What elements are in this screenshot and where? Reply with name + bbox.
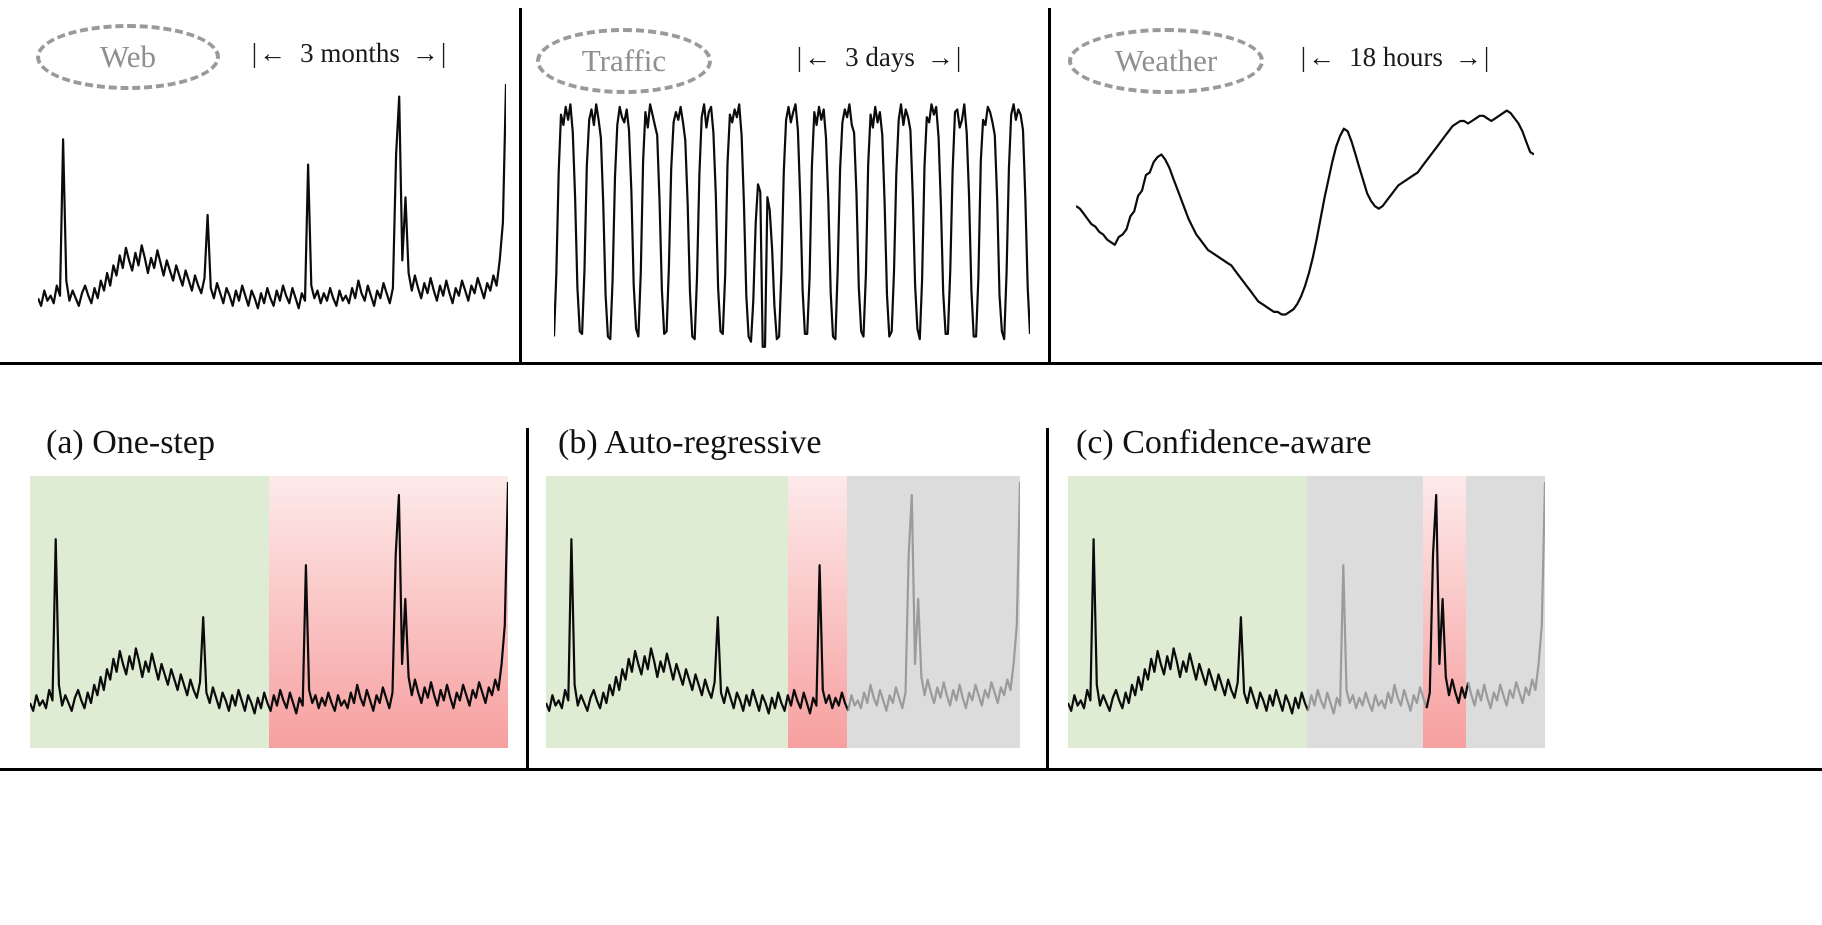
top-bottom-rule xyxy=(0,362,1822,365)
arrow-left-icon: |← xyxy=(251,38,289,68)
region-green xyxy=(1068,476,1307,748)
dataset-label-web: Web xyxy=(99,39,157,74)
timespan-web: |← 3 months →| xyxy=(252,38,448,69)
region-green xyxy=(30,476,269,748)
dataset-label-weather: Weather xyxy=(1114,43,1218,78)
dataset-badge-traffic: Traffic xyxy=(536,28,712,94)
arrow-right-icon: →| xyxy=(926,42,964,72)
region-green xyxy=(546,476,788,748)
panel-title-one-step: (a) One-step xyxy=(46,424,215,461)
auto-regressive-chart xyxy=(546,476,1020,748)
series-line xyxy=(554,103,1030,348)
dataset-label-traffic: Traffic xyxy=(581,43,667,78)
traffic-chart xyxy=(554,88,1030,358)
series-line xyxy=(30,481,508,715)
dataset-badge-web: Web xyxy=(36,24,220,90)
one-step-chart xyxy=(30,476,508,748)
top-divider-2 xyxy=(1048,8,1051,362)
confidence-aware-chart xyxy=(1068,476,1545,748)
series-line xyxy=(1068,481,1545,715)
series-line xyxy=(546,481,1020,715)
weather-chart xyxy=(1076,84,1534,354)
timespan-traffic: |← 3 days →| xyxy=(782,42,978,73)
arrow-right-icon: →| xyxy=(1454,42,1492,72)
top-divider-1 xyxy=(519,8,522,362)
series-line xyxy=(1076,109,1534,316)
dataset-badge-weather: Weather xyxy=(1068,28,1264,94)
bottom-rule xyxy=(0,768,1822,771)
arrow-left-icon: |← xyxy=(1300,42,1338,72)
arrow-right-icon: →| xyxy=(411,38,449,68)
timespan-label-web: 3 months xyxy=(300,38,400,68)
arrow-left-icon: |← xyxy=(796,42,834,72)
timespan-label-traffic: 3 days xyxy=(845,42,915,72)
web-chart xyxy=(38,78,506,342)
timespan-weather: |← 18 hours →| xyxy=(1292,42,1500,73)
timespan-label-weather: 18 hours xyxy=(1349,42,1443,72)
series-line xyxy=(38,83,506,310)
bottom-divider-2 xyxy=(1046,428,1049,770)
panel-title-confidence-aware: (c) Confidence-aware xyxy=(1076,424,1372,461)
panel-title-auto-regressive: (b) Auto-regressive xyxy=(558,424,822,461)
bottom-divider-1 xyxy=(526,428,529,770)
